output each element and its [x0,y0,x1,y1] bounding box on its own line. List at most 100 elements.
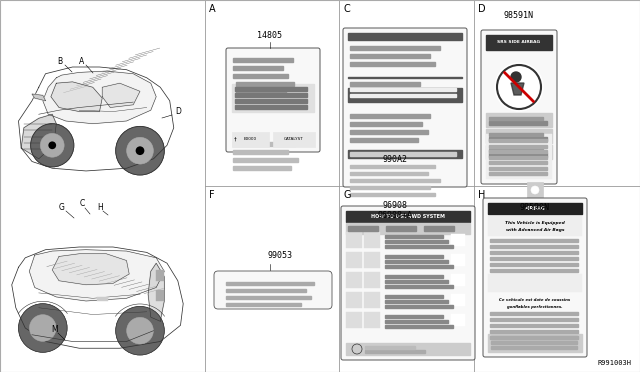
Text: AIRBAG: AIRBAG [525,205,545,211]
Bar [385,265,453,268]
Text: D: D [175,108,181,116]
Bar [346,343,470,355]
Bar [233,142,295,146]
Bar [490,244,578,248]
Bar [385,260,448,263]
Bar [489,137,547,141]
Text: A: A [79,58,84,67]
Polygon shape [511,83,524,95]
Bar [489,116,543,120]
Bar [232,84,314,112]
Bar [489,172,547,175]
Text: SRS SIDE AIRBAG: SRS SIDE AIRBAG [497,40,541,44]
Bar [350,152,456,156]
Bar [385,300,448,303]
Bar [385,235,443,238]
Text: M: M [52,326,58,334]
Bar [364,312,380,328]
Bar [486,129,552,143]
Bar [490,324,578,327]
Text: 96908: 96908 [383,201,408,209]
Bar [226,289,306,292]
Bar [350,186,430,189]
Text: 98591N: 98591N [504,10,534,19]
Polygon shape [148,263,164,321]
Bar [350,164,435,168]
Bar [385,255,443,258]
Bar [490,238,578,242]
Bar [350,122,422,126]
Bar [348,226,378,231]
Bar [346,292,362,308]
Bar [385,295,443,298]
FancyBboxPatch shape [483,198,587,357]
Bar [350,93,456,97]
Polygon shape [102,83,140,108]
Circle shape [531,186,539,194]
Bar [489,155,547,158]
Text: HOW TO USE 4WD SYSTEM: HOW TO USE 4WD SYSTEM [371,214,445,218]
Bar [490,317,578,321]
Bar [364,272,380,288]
Bar [350,62,435,66]
Bar [350,82,420,86]
Bar [488,274,582,292]
Bar [490,311,578,315]
Text: C: C [79,199,84,208]
Bar [491,341,577,344]
Bar [385,240,448,243]
Bar [385,320,448,323]
Circle shape [31,124,74,167]
Bar [350,138,418,142]
Bar [350,114,430,118]
Bar [232,132,269,147]
Bar [489,167,547,170]
Bar [350,130,428,134]
Bar [491,346,577,349]
Text: C: C [343,4,350,14]
Bar [490,250,578,254]
Text: H: H [97,203,103,212]
Bar [350,46,440,50]
Bar [346,223,470,234]
Bar [489,148,543,152]
Text: 14805: 14805 [257,31,282,39]
Polygon shape [52,254,129,285]
Bar [486,35,552,50]
Polygon shape [51,82,102,112]
Bar [346,272,362,288]
Circle shape [136,146,145,155]
Bar [385,305,453,308]
Bar [386,226,416,231]
Bar [226,295,311,299]
Bar [486,145,552,159]
Text: E0000: E0000 [243,137,257,141]
Bar [348,33,462,40]
Circle shape [127,137,154,164]
Bar [233,66,283,70]
Bar [489,161,547,164]
Bar [364,252,380,268]
FancyBboxPatch shape [341,206,475,360]
Bar [346,312,362,328]
Bar [385,285,453,288]
Bar [488,203,582,214]
Bar [235,99,307,103]
Bar [488,216,582,236]
Text: This Vehicle is Equipped: This Vehicle is Equipped [505,221,565,225]
Bar [350,54,430,58]
Bar [350,179,440,182]
Bar [490,263,578,266]
Text: CATALYST: CATALYST [284,137,304,141]
Text: with Advanced Air Bags: with Advanced Air Bags [506,228,564,232]
Bar [233,166,291,170]
Bar [489,139,547,142]
Bar [235,93,307,97]
Bar [451,314,465,326]
Bar [236,82,294,86]
Text: gonflables perfectionnes.: gonflables perfectionnes. [507,305,563,309]
Bar [490,269,578,272]
Bar [365,346,415,349]
Polygon shape [29,250,164,301]
Bar [233,74,288,78]
